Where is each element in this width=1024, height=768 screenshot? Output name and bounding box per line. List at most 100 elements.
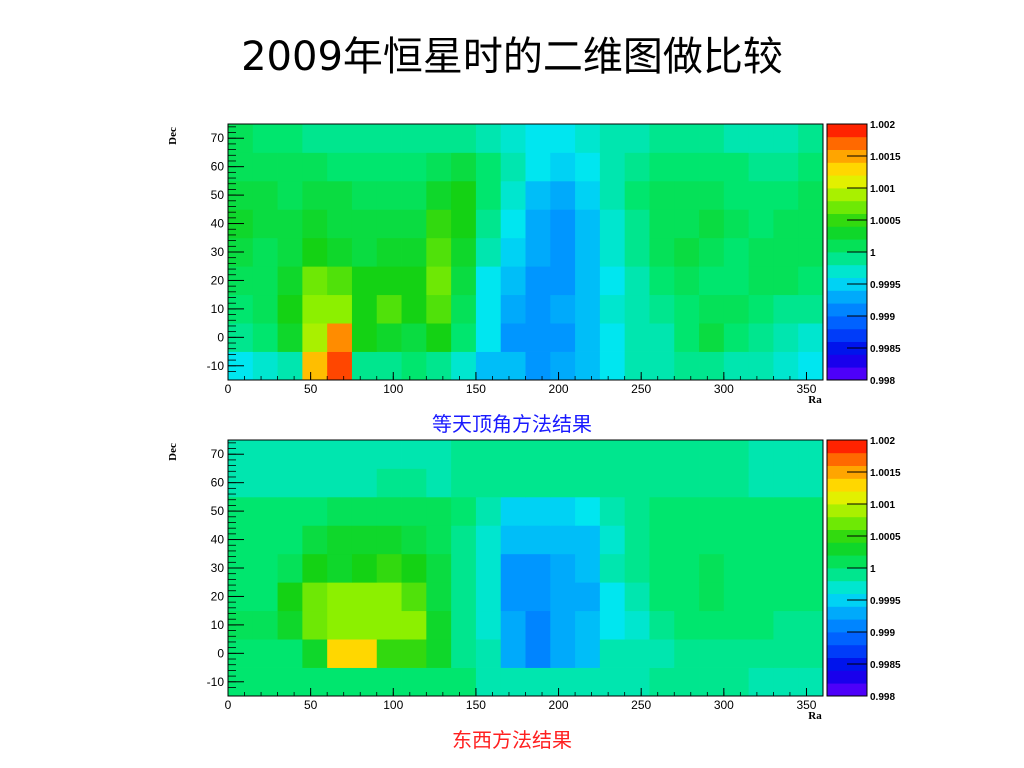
heatmap-cell — [649, 667, 675, 697]
heatmap-cells — [228, 440, 824, 697]
y-tick-label: 40 — [211, 217, 225, 231]
heatmap-cell — [599, 237, 626, 267]
heatmap-cell — [748, 610, 774, 640]
heatmap-cell — [674, 440, 700, 469]
heatmap-cell — [624, 209, 650, 239]
heatmap-svg: 0 50 100 150 200 250 300 350-10010203040506070R… — [167, 120, 901, 406]
heatmap-cell — [376, 351, 402, 381]
heatmap-cell — [773, 468, 799, 498]
heatmap-cell — [723, 582, 750, 612]
heatmap-cell — [773, 667, 799, 697]
heatmap-cell — [649, 294, 675, 324]
heatmap-cell — [525, 209, 551, 239]
heatmap-cell — [252, 152, 278, 182]
heatmap-cell — [302, 525, 328, 555]
colorbar-tick-label: 1.001 — [870, 500, 895, 511]
colorbar-swatch — [827, 644, 867, 658]
y-tick-label: 20 — [211, 589, 225, 603]
heatmap-cell — [500, 553, 526, 583]
heatmap-cell — [748, 553, 774, 583]
heatmap-cell — [401, 525, 427, 555]
heatmap-cell — [748, 496, 774, 526]
heatmap-cell — [401, 124, 427, 153]
heatmap-cell — [451, 468, 477, 498]
heatmap-cell — [798, 266, 824, 296]
heatmap-cell — [699, 582, 725, 612]
heatmap-cell — [649, 525, 675, 555]
heatmap-cell — [475, 152, 502, 182]
heatmap-cell — [674, 553, 700, 583]
heatmap-cell — [351, 237, 378, 267]
heatmap-cell — [599, 323, 626, 352]
heatmap-cell — [376, 294, 402, 324]
heatmap-cell — [426, 639, 452, 668]
heatmap-cell — [475, 294, 502, 324]
heatmap-cell — [351, 209, 378, 239]
heatmap-cell — [773, 294, 799, 324]
heatmap-cell — [327, 351, 353, 381]
x-tick-label: 250 — [631, 382, 651, 396]
heatmap-cell — [525, 294, 551, 324]
heatmap-cell — [277, 294, 303, 324]
heatmap-cell — [748, 525, 774, 555]
colorbar-swatch — [827, 504, 867, 518]
colorbar-swatch — [827, 124, 867, 138]
heatmap-cell — [723, 152, 750, 182]
heatmap-cell — [426, 266, 452, 296]
chart-caption-equal-zenith: 等天顶角方法结果 — [432, 412, 592, 436]
heatmap-cell — [376, 667, 402, 697]
heatmap-cell — [277, 237, 303, 267]
heatmap-cell — [773, 124, 799, 153]
heatmap-cell — [451, 124, 477, 153]
heatmap-cell — [649, 237, 675, 267]
heatmap-cell — [277, 525, 303, 555]
heatmap-cell — [773, 496, 799, 526]
y-tick-label: 70 — [211, 131, 225, 145]
heatmap-cell — [525, 639, 551, 668]
colorbar-tick-label: 0.999 — [870, 628, 895, 639]
heatmap-cell — [550, 180, 576, 210]
heatmap-cell — [798, 667, 824, 697]
heatmap-cell — [252, 440, 278, 469]
heatmap-cell — [451, 553, 477, 583]
heatmap-cell — [624, 525, 650, 555]
heatmap-cell — [649, 323, 675, 352]
heatmap-chart-east-west: 0 50 100 150 200 250 300 350 -10 0 10 20 30 40 50 60 70 R… — [150, 428, 910, 728]
heatmap-cell — [575, 351, 601, 381]
heatmap-cell — [748, 468, 774, 498]
heatmap-cell — [525, 468, 551, 498]
heatmap-cell — [475, 351, 502, 381]
heatmap-cell — [798, 525, 824, 555]
heatmap-cell — [401, 323, 427, 352]
heatmap-cell — [525, 582, 551, 612]
heatmap-cell — [699, 294, 725, 324]
heatmap-cell — [500, 294, 526, 324]
heatmap-cell — [252, 124, 278, 153]
y-tick-label: -10 — [207, 675, 225, 689]
heatmap-cell — [699, 152, 725, 182]
heatmap-cell — [252, 468, 278, 498]
heatmap-cell — [302, 237, 328, 267]
heatmap-cell — [277, 610, 303, 640]
heatmap-cell — [302, 496, 328, 526]
heatmap-cell — [773, 152, 799, 182]
heatmap-cell — [351, 639, 378, 668]
x-tick-label: 350 — [796, 698, 816, 712]
heatmap-cell — [723, 525, 750, 555]
heatmap-cell — [500, 323, 526, 352]
heatmap-cell — [624, 553, 650, 583]
y-tick-label: 10 — [211, 618, 225, 632]
heatmap-cell — [599, 152, 626, 182]
heatmap-cell — [451, 266, 477, 296]
heatmap-cell — [649, 152, 675, 182]
heatmap-cell — [376, 440, 402, 469]
colorbar-swatch — [827, 316, 867, 330]
heatmap-cell — [351, 440, 378, 469]
heatmap-cell — [773, 209, 799, 239]
heatmap-cell — [327, 266, 353, 296]
heatmap-cell — [798, 440, 824, 469]
heatmap-cell — [277, 209, 303, 239]
heatmap-cell — [723, 209, 750, 239]
heatmap-cell — [649, 610, 675, 640]
heatmap-cell — [525, 667, 551, 697]
